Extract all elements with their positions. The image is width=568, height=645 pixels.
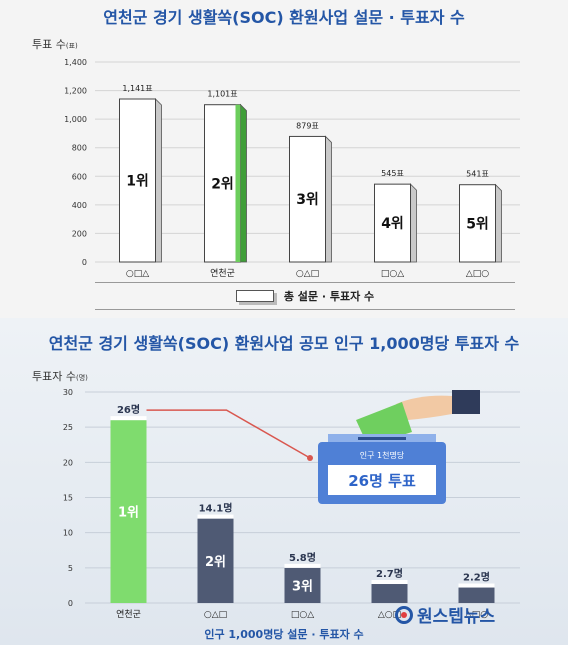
chart2-value-label: 2.2명 [463,571,490,584]
chart2-bar [110,420,147,603]
chart1-ytick-label: 1,400 [64,58,87,67]
chart1-category-label: 연천군 [210,268,235,279]
callout-label-box [328,465,436,495]
chart1-legend: 총 설문 · 투표자 수 [95,282,515,310]
chart1-ytick-label: 400 [72,201,87,210]
chart2-category-label: 연천군 [116,609,141,620]
chart2-bar [284,567,321,603]
chart2-legend: 인구 1,000명당 설문 · 투표자 수 [204,628,364,641]
chart2-bar [197,518,234,603]
ballot-box-slot [358,437,406,440]
chart2-bar [458,587,495,603]
chart1-value-label: 1,141표 [122,84,152,93]
chart1-value-label: 541표 [466,170,489,179]
chart2-ytick-label: 5 [68,564,73,573]
chart2-bar-cap [371,580,408,585]
callout-dot [307,455,313,461]
chart2-rank-label: 3위 [292,579,313,594]
chart1-category-label: ○△□ [296,269,319,279]
callout-small-text: 인구 1천명당 [360,450,405,460]
chart1-ytick-label: 200 [72,229,87,238]
chart2-ytick-label: 15 [63,494,73,503]
chart1-ytick-label: 1,200 [64,87,87,96]
chart1-rank-label: 4위 [381,216,404,232]
legend-swatch [235,290,274,302]
chart1-bar [459,184,496,263]
chart1-rank-label: 1위 [126,174,149,190]
brand-logo-icon [395,605,413,624]
chart1-bar [204,104,241,263]
callout-line [146,409,311,459]
chart1-rank-label: 3위 [296,192,319,208]
chart2-value-label: 26명 [117,403,140,416]
chart2-ytick-label: 30 [63,388,73,397]
chart2-ytick-label: 20 [63,458,73,467]
chart2-rank-label: 1위 [118,506,139,521]
chart2-value-label: 5.8명 [289,551,316,564]
sleeve-icon [452,390,480,414]
chart1-bar [119,98,156,263]
chart1-value-label: 879표 [296,121,319,130]
chart2-ytick-label: 25 [63,423,73,432]
chart2-rank-label: 2위 [205,555,226,570]
chart1-title: 연천군 경기 생활쏙(SOC) 환원사업 설문 · 투표자 수 [103,8,465,27]
hand-icon [396,395,452,420]
chart1-bar [374,183,411,263]
chart2-ytick-label: 10 [63,529,73,538]
chart2-ytick-label: 0 [68,599,73,608]
chart2-category-label: △○□ [378,610,401,620]
chart2-title: 연천군 경기 생활쏙(SOC) 환원사업 공모 인구 1,000명당 투표자 수 [48,334,520,353]
chart1-legend-label: 총 설문 · 투표자 수 [283,290,375,303]
chart1-value-label: 1,101표 [207,90,237,99]
chart2-bar-cap [110,416,147,421]
chart1-rank-label: 5위 [466,216,489,232]
chart1-plot: 0 200 400 600 800 1,000 1,200 1,400 1,141표 1위 ○□△ 1… [64,58,520,279]
chart2-category-label: □○△ [291,610,314,620]
chart2-bar-cap [284,563,321,568]
chart2-bar-cap [458,583,495,588]
chart2-ylabel: 투표자 수(명) [32,370,88,383]
chart1-bar-highlight [235,104,241,262]
callout-big-text: 26명 투표 [348,472,416,490]
chart2-value-label: 14.1명 [199,502,233,515]
chart1-category-label: ○□△ [126,269,149,279]
chart2-bar-cap [197,514,234,519]
chart1-ytick-label: 1,000 [64,115,87,124]
chart1-rank-label: 2위 [211,176,234,192]
brand-logo: 원스텝뉴스 [395,602,495,627]
chart1-bar [289,135,326,263]
top-chart-panel [0,0,568,318]
chart2-value-label: 2.7명 [376,567,403,580]
chart2-category-label: ○△□ [204,610,227,620]
brand-name: 원스텝뉴스 [417,607,496,627]
chart1-value-label: 545표 [381,169,404,178]
chart2-bar [371,584,408,603]
chart2-category-label: △□○ [465,610,488,620]
chart1-ylabel: 투표 수(표) [32,38,78,51]
chart1-ytick-label: 800 [72,144,87,153]
chart1-category-label: △□○ [466,269,489,279]
chart1-category-label: □○△ [381,269,404,279]
chart1-ytick-label: 0 [82,258,87,267]
chart1-ytick-label: 600 [72,172,87,181]
